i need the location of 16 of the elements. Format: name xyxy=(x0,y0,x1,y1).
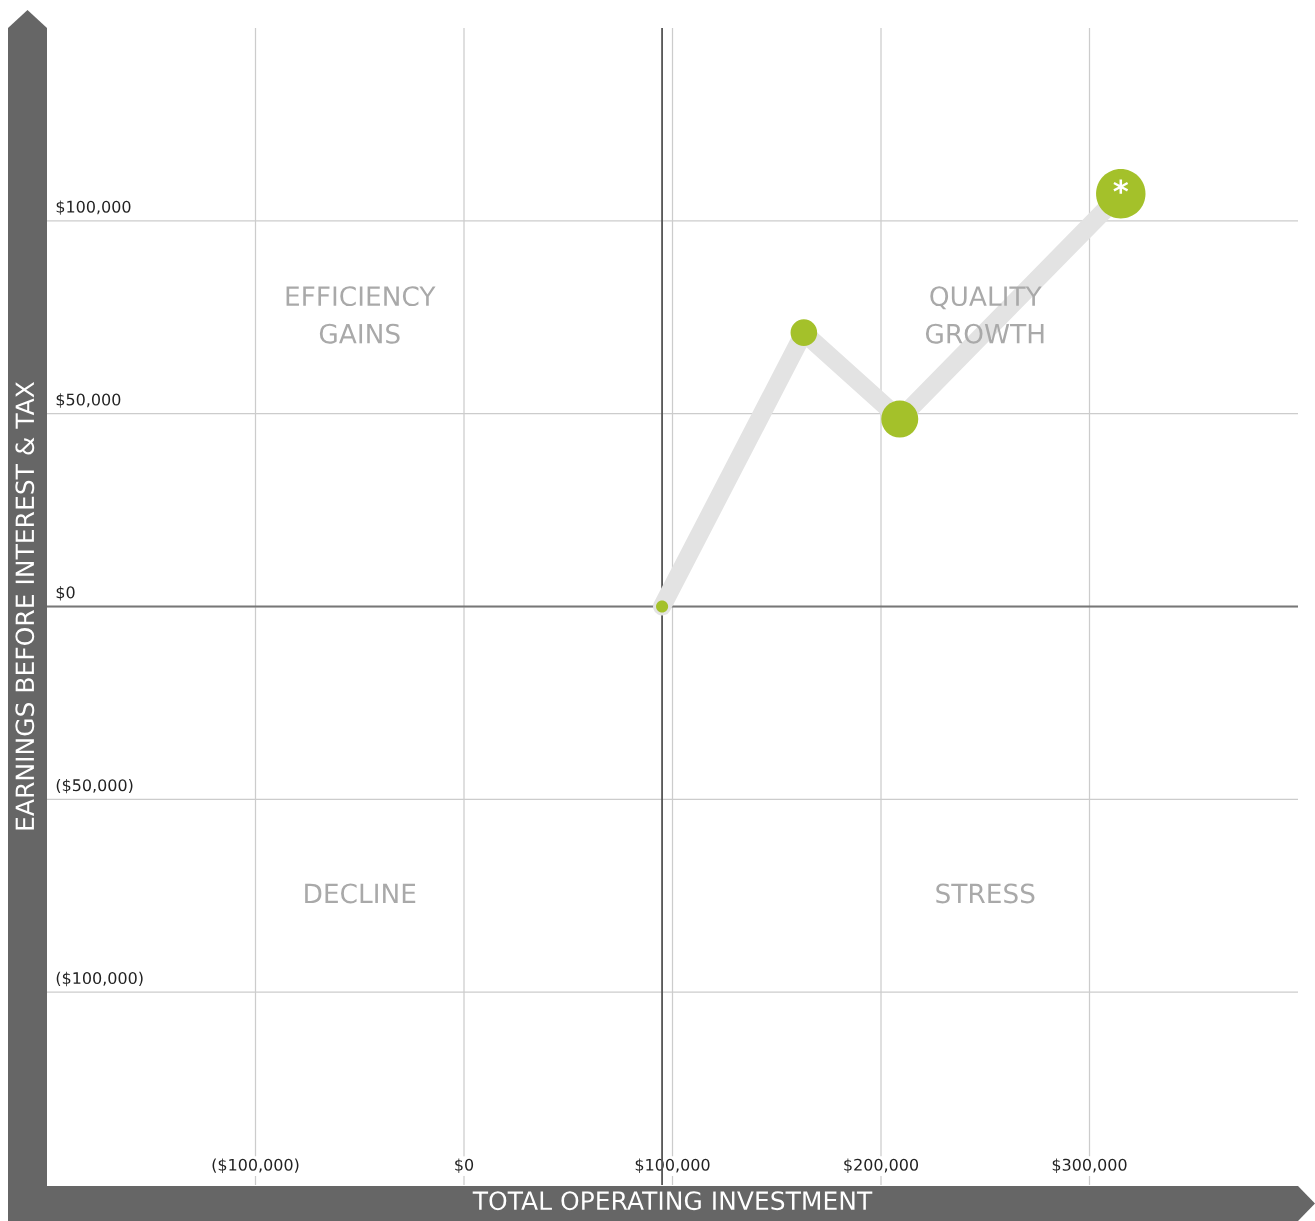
annotation: EFFICIENCY GAINS xyxy=(286,286,436,344)
annotation: QUALITY GROWTH xyxy=(925,286,1044,344)
y-tick-label: ($50,000) xyxy=(56,778,133,794)
y-tick-label: $100,000 xyxy=(56,200,131,215)
y-tick-label: $0 xyxy=(56,586,75,601)
annotation: STRESS xyxy=(936,883,1035,904)
x-tick-label: ($100,000) xyxy=(212,1158,299,1173)
x-tick-label: $200,000 xyxy=(844,1158,919,1173)
x-axis-title: TOTAL OPERATING INVESTMENT xyxy=(472,1191,873,1211)
x-tick-label: $0 xyxy=(455,1158,474,1173)
annotation: DECLINE xyxy=(305,883,416,904)
y-tick-label: ($100,000) xyxy=(56,971,143,987)
y-tick-label: $50,000 xyxy=(56,393,121,408)
annotation: * xyxy=(1113,179,1129,194)
y-axis-title: EARNINGS BEFORE INTEREST & TAX xyxy=(15,381,35,830)
x-tick-label: $300,000 xyxy=(1052,1158,1127,1173)
